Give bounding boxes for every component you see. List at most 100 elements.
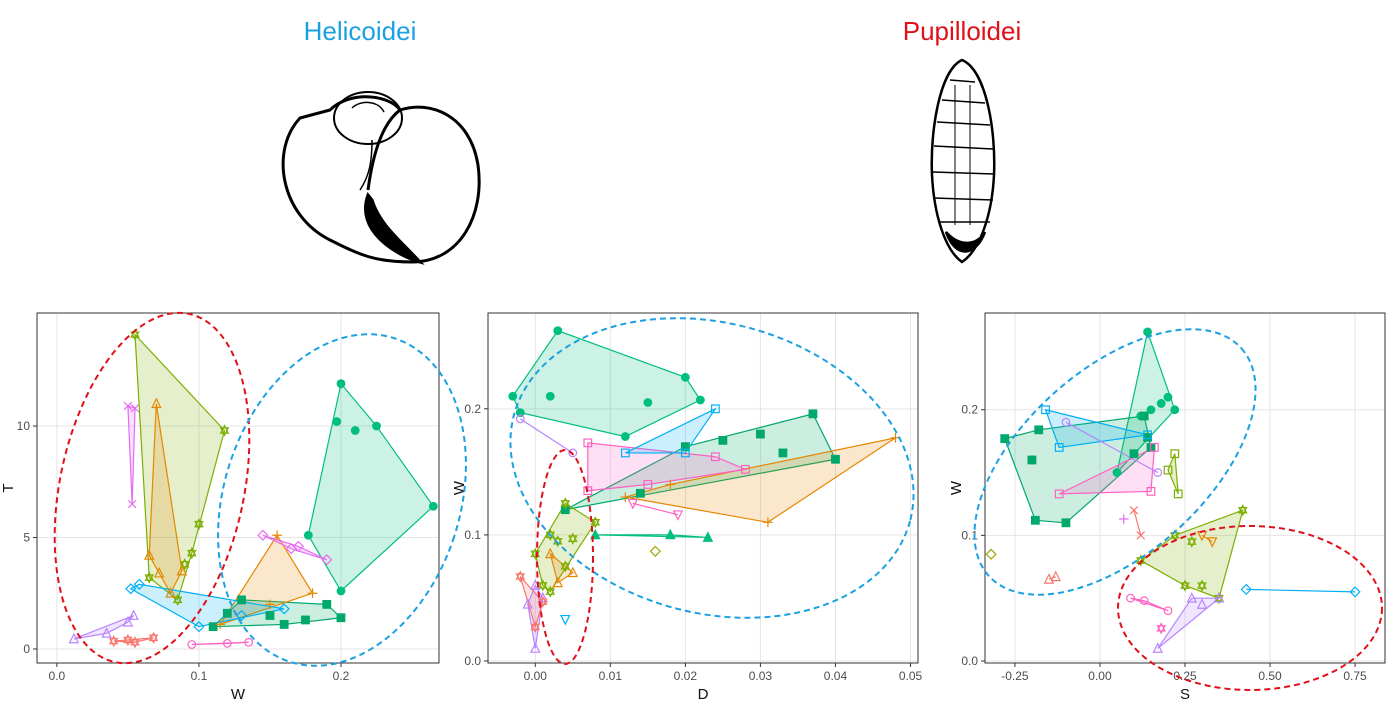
point [1238,504,1248,517]
point [133,578,145,590]
hull [1044,408,1148,449]
point [545,547,556,559]
x-tick-label: 0.2 [333,669,350,683]
x-axis-label: W [231,686,246,703]
ellipse [973,328,1257,596]
point [285,542,297,555]
point [1196,598,1208,609]
point [151,397,162,409]
point [265,611,275,620]
hull [73,614,135,640]
hull [519,418,574,454]
point [985,548,997,560]
x-tick-label: 0.25 [1173,669,1197,683]
hull [191,641,249,646]
point [1061,417,1071,427]
point [1118,514,1129,524]
hull [127,405,136,505]
point [1349,586,1361,598]
x-axis-label: D [698,686,709,703]
x-axis-label: S [1180,686,1190,703]
point [68,632,80,644]
point [515,570,526,583]
point [1034,425,1044,435]
point [702,531,714,542]
point [538,579,548,592]
point [176,564,188,576]
point [538,595,548,608]
point [123,633,133,647]
y-tick-label: 0.2 [961,403,978,417]
point [148,631,159,644]
point [560,497,571,510]
point [1186,592,1198,603]
point [627,498,639,510]
point [1027,455,1037,465]
point [193,621,205,633]
point [143,549,155,560]
point [123,401,133,411]
group-title: Helicoidei [304,16,417,46]
group-title: Pupilloidei [903,16,1022,46]
point [1143,432,1152,442]
point [272,530,282,541]
point [122,616,134,627]
x-tick-label: 0.0 [49,669,66,683]
point [1146,405,1156,415]
point [1126,593,1135,603]
point [718,435,728,445]
point [508,391,518,401]
x-tick-label: 0.1 [191,669,208,683]
y-tick-label: 10 [17,419,31,433]
point [127,499,137,509]
y-axis-label: W [948,480,965,495]
point [643,480,653,489]
point [222,638,232,648]
point [680,442,690,452]
y-tick-label: 0.1 [961,528,978,542]
point [428,501,438,511]
hull [1065,421,1159,474]
point [336,379,346,389]
point [172,593,183,607]
point [568,448,578,458]
point [553,326,563,336]
point [620,492,631,502]
point [235,609,248,622]
point [583,438,593,448]
point [740,464,750,474]
y-tick-label: 0.2 [464,402,481,416]
y-tick-label: 5 [23,530,30,544]
ellipse [217,333,467,667]
point [763,517,773,528]
point [1000,434,1010,444]
y-tick-label: 0.1 [464,528,481,542]
point [545,391,555,401]
x-tick-label: 0.01 [599,669,623,683]
point [515,408,525,418]
point [222,608,232,618]
point [292,540,305,553]
hull [1157,597,1221,649]
hull [148,403,183,595]
point [1170,405,1180,415]
point [710,452,720,462]
point [1146,486,1156,496]
hull [595,534,708,539]
point [215,619,226,630]
plot-background [488,313,918,663]
hull [632,502,679,516]
hull [587,442,748,492]
point [1129,506,1139,515]
point [208,622,218,632]
point [545,585,556,598]
point [590,516,601,529]
point [128,609,139,620]
point [279,620,289,629]
plot-border [36,312,440,664]
x-tick-label: 0.50 [1258,669,1282,683]
point [695,395,705,405]
point [257,529,269,541]
y-axis-label: T [0,483,17,492]
